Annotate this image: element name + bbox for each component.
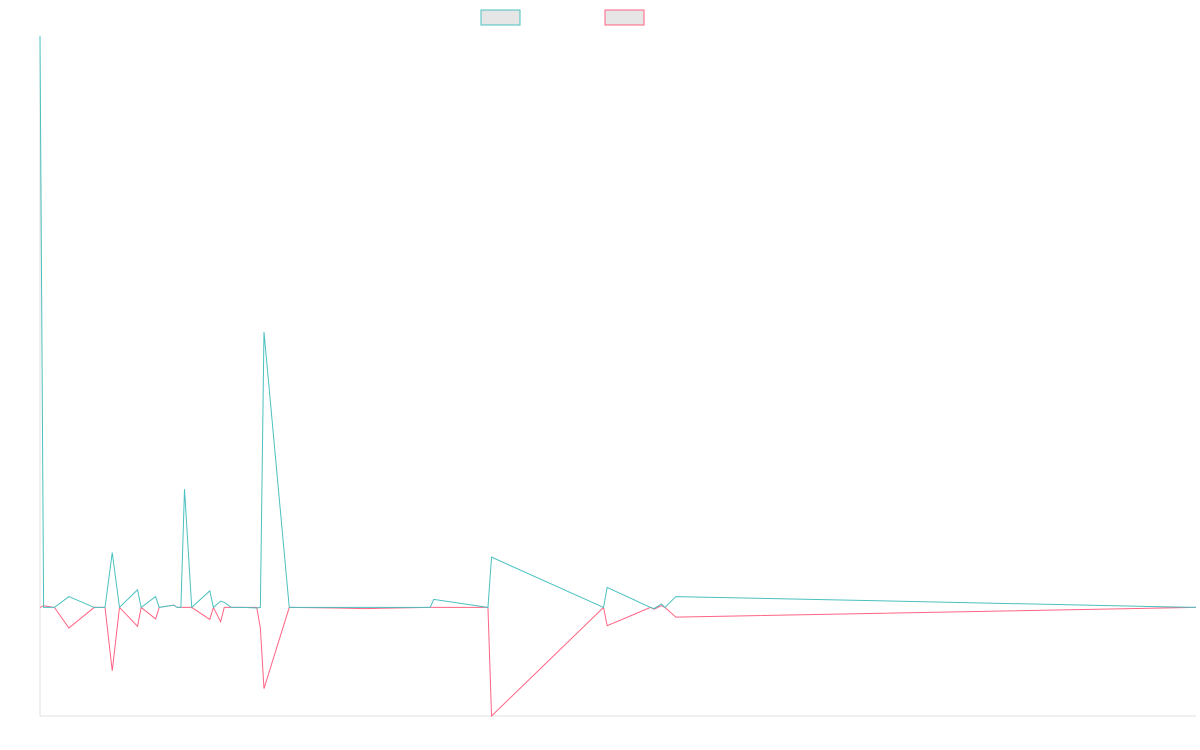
series-line-1: [39, 35, 1197, 610]
axes: [39, 36, 1196, 717]
legend: [480, 9, 645, 26]
legend-swatch-1[interactable]: [480, 9, 521, 26]
series-line-2: [39, 604, 1197, 718]
legend-swatch-2[interactable]: [604, 9, 645, 26]
series-layer: [39, 35, 1197, 718]
